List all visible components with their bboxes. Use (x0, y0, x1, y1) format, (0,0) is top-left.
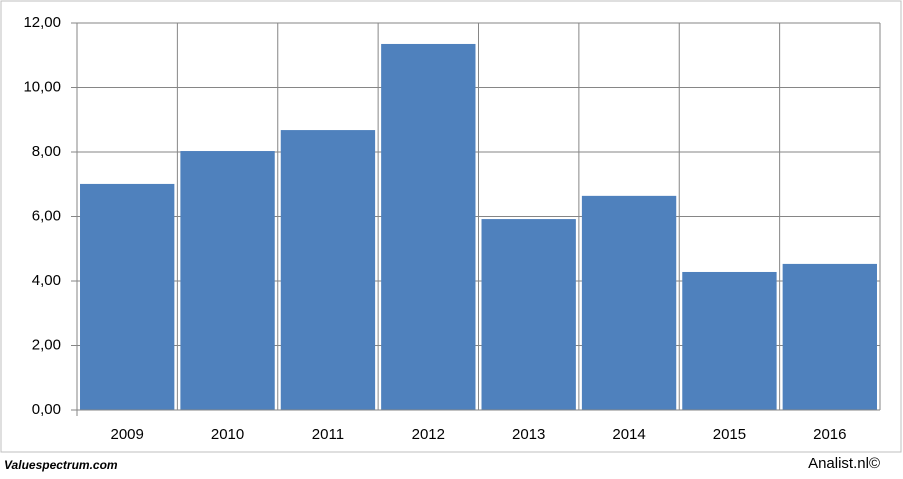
bar (280, 130, 376, 410)
y-tick-label: 12,00 (23, 14, 61, 31)
y-tick-label: 10,00 (23, 78, 61, 95)
bar (782, 263, 877, 410)
x-tick-label: 2009 (111, 426, 144, 443)
y-tick-label: 8,00 (32, 143, 61, 160)
x-tick-label: 2016 (813, 426, 846, 443)
x-tick-label: 2013 (512, 426, 545, 443)
x-tick-label: 2015 (713, 426, 746, 443)
y-tick-label: 0,00 (32, 401, 61, 418)
x-tick-label: 2011 (312, 426, 344, 443)
chart-border (0, 0, 902, 453)
y-tick-label: 2,00 (32, 336, 61, 353)
x-tick-label: 2014 (612, 426, 645, 443)
x-tick-label: 2010 (211, 426, 244, 443)
bar (381, 43, 476, 411)
bar (80, 183, 175, 410)
y-tick-label: 6,00 (32, 207, 61, 224)
y-tick-label: 4,00 (32, 272, 61, 289)
bar (581, 195, 677, 410)
bar (481, 219, 576, 410)
bar (682, 271, 777, 410)
credit: Analist.nl© (808, 455, 880, 472)
x-tick-label: 2012 (412, 426, 445, 443)
source: Valuespectrum.com (4, 458, 118, 472)
bar (180, 151, 275, 410)
